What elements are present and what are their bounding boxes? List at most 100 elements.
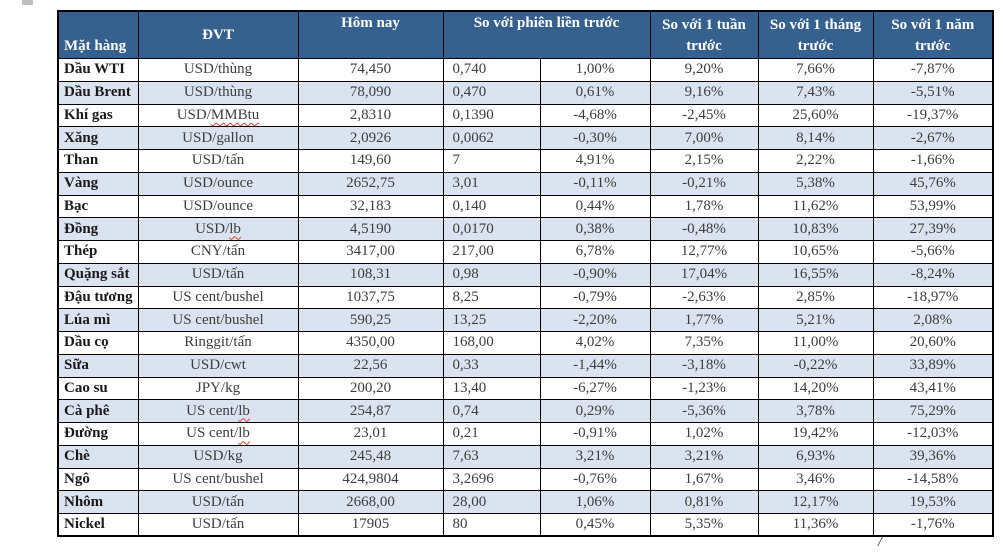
week-pct-cell: -3,18% [649,353,759,378]
table-row: Bạc USD/ounce 32,183 0,140 0,44% 1,78% 11,62% 5… [57,194,994,219]
year-pct-cell: 20,60% [872,331,994,355]
change-pct-cell: 3,21% [539,444,651,469]
change-pct-cell: -0,91% [539,422,651,446]
year-pct-cell: -12,03% [872,422,994,446]
week-pct-cell: 2,15% [649,149,759,173]
year-pct-cell: -8,24% [872,262,994,287]
change-cell: 80 [442,513,541,537]
week-pct-cell: 0,81% [649,490,759,514]
change-cell: 217,00 [442,240,541,264]
commodity-cell: Than [57,149,139,173]
year-pct-cell: -1,66% [872,149,994,173]
change-pct-cell: 1,00% [539,58,651,82]
year-pct-cell: 75,29% [872,399,994,423]
commodity-cell: Chè [57,444,139,469]
unit-text: USD/ [176,106,211,123]
unit-cell: US cent/bushel [137,308,299,332]
unit-cell: USD/ounce [137,194,299,219]
table-row: Sữa USD/cwt 22,56 0,33 -1,44% -3,18% -0,22% 33,… [57,353,994,378]
unit-cell: USD/tấn [137,262,299,287]
table-row: Vàng USD/ounce 2652,75 3,01 -0,11% -0,21% 5,38… [57,171,994,196]
table-row: Nhôm USD/tấn 2668,00 28,00 1,06% 0,81% 12,17% 1… [57,490,994,514]
commodity-cell: Lúa mì [57,308,139,332]
commodity-cell: Ngô [57,467,139,492]
month-pct-cell: 7,66% [757,58,874,82]
week-pct-cell: 5,35% [649,513,759,537]
unit-misspelled: lb [238,402,250,419]
month-pct-cell: 10,83% [757,217,874,241]
month-pct-cell: 3,78% [757,399,874,423]
unit-cell: USD/thùng [137,58,299,82]
change-cell: 13,25 [442,308,541,332]
month-pct-cell: 11,36% [757,513,874,537]
today-cell: 254,87 [297,399,444,423]
commodity-cell: Dầu WTI [57,58,139,82]
today-cell: 108,31 [297,262,444,287]
month-pct-cell: 6,93% [757,444,874,469]
commodity-cell: Thép [57,240,139,264]
commodity-cell: Bạc [57,194,139,219]
header-week: So với 1 tuần trước [649,10,759,59]
table-body: Dầu WTI USD/thùng 74,450 0,740 1,00% 9,20% 7,6… [57,58,994,537]
commodity-cell: Sữa [57,353,139,378]
header-unit: ĐVT [137,10,299,59]
change-pct-cell: -0,76% [539,467,651,492]
unit-cell: Ringgit/tấn [137,331,299,355]
change-cell: 7 [442,149,541,173]
table-row: Ngô US cent/bushel 424,9804 3,2696 -0,76% 1,6… [57,467,994,492]
month-pct-cell: 10,65% [757,240,874,264]
today-cell: 200,20 [297,376,444,401]
change-pct-cell: 0,45% [539,513,651,537]
unit-misspelled: lb [238,425,250,442]
unit-cell: USD/MMBtu [137,103,299,128]
change-cell: 7,63 [442,444,541,469]
commodity-cell: Đậu tương [57,285,139,310]
table-row: Đường US cent/lb 23,01 0,21 -0,91% 1,02% 19,42… [57,422,994,446]
today-cell: 23,01 [297,422,444,446]
today-cell: 78,090 [297,80,444,105]
year-pct-cell: -18,97% [872,285,994,310]
today-cell: 245,48 [297,444,444,469]
month-pct-cell: 7,43% [757,80,874,105]
unit-cell: US cent/lb [137,422,299,446]
unit-text: US cent/ [186,402,239,419]
month-pct-cell: 19,42% [757,422,874,446]
week-pct-cell: -2,45% [649,103,759,128]
table-row: Chè USD/kg 245,48 7,63 3,21% 3,21% 6,93% 39,36% [57,444,994,469]
year-pct-cell: -14,58% [872,467,994,492]
unit-cell: USD/lb [137,217,299,241]
today-cell: 149,60 [297,149,444,173]
change-pct-cell: 6,78% [539,240,651,264]
table-row: Cao su JPY/kg 200,20 13,40 -6,27% -1,23% 14,20… [57,376,994,401]
month-pct-cell: 3,46% [757,467,874,492]
unit-cell: US cent/bushel [137,285,299,310]
change-pct-cell: 0,29% [539,399,651,423]
unit-cell: USD/thùng [137,80,299,105]
week-pct-cell: -0,21% [649,171,759,196]
month-pct-cell: 25,60% [757,103,874,128]
year-pct-cell: -5,51% [872,80,994,105]
commodity-cell: Đồng [57,217,139,241]
year-pct-cell: 19,53% [872,490,994,514]
unit-cell: JPY/kg [137,376,299,401]
unit-misspelled: lb [229,220,241,237]
week-pct-cell: -0,48% [649,217,759,241]
year-pct-cell: 27,39% [872,217,994,241]
week-pct-cell: 3,21% [649,444,759,469]
commodity-price-table: Mặt hàng ĐVT Hôm nay So với phiên liền t… [57,10,994,538]
change-cell: 168,00 [442,331,541,355]
month-pct-cell: 2,22% [757,149,874,173]
today-cell: 2,0926 [297,126,444,150]
header-row: Mặt hàng ĐVT Hôm nay So với phiên liền t… [57,10,994,59]
commodity-cell: Nickel [57,513,139,537]
month-pct-cell: 5,38% [757,171,874,196]
commodity-cell: Dầu cọ [57,331,139,355]
change-pct-cell: -6,27% [539,376,651,401]
today-cell: 2652,75 [297,171,444,196]
month-pct-cell: 12,17% [757,490,874,514]
unit-cell: USD/cwt [137,353,299,378]
table-header: Mặt hàng ĐVT Hôm nay So với phiên liền t… [57,10,994,59]
header-today: Hôm nay [297,10,444,59]
table-row: Dầu WTI USD/thùng 74,450 0,740 1,00% 9,20% 7,6… [57,58,994,82]
week-pct-cell: 1,02% [649,422,759,446]
